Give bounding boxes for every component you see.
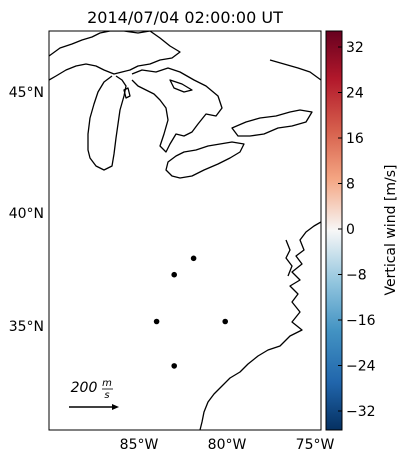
wind-scale-arrow: 200 m s bbox=[69, 378, 119, 410]
lake-ontario-outline bbox=[231, 109, 313, 137]
colorbar: 32 24 16 8 0 −8 −16 −24 −32 Vertical wind [m/s] bbox=[325, 30, 399, 431]
lat-label-40n: 40°N bbox=[9, 206, 44, 222]
atlantic-coastline bbox=[199, 221, 321, 430]
station-markers bbox=[153, 255, 228, 369]
colorbar-gradient bbox=[325, 30, 343, 431]
station-marker-5 bbox=[171, 363, 177, 369]
lat-label-45n: 45°N bbox=[9, 85, 44, 101]
scale-arrow-head bbox=[112, 404, 119, 410]
chesapeake-outline bbox=[285, 239, 293, 277]
scale-arrow-value: 200 bbox=[71, 380, 98, 396]
scale-arrow-unit-den: s bbox=[104, 390, 109, 401]
lon-label-80w: 80°W bbox=[208, 437, 247, 453]
colorbar-tick-label: −8 bbox=[346, 268, 367, 284]
colorbar-tick-label: 0 bbox=[346, 222, 355, 238]
lon-label-85w: 85°W bbox=[120, 437, 159, 453]
colorbar-tick-label: −24 bbox=[346, 359, 376, 375]
colorbar-tick-label: 16 bbox=[346, 131, 364, 147]
station-marker-3 bbox=[153, 318, 160, 325]
lon-label-75w: 75°W bbox=[296, 437, 335, 453]
map-title: 2014/07/04 02:00:00 UT bbox=[87, 8, 283, 27]
colorbar-tick-label: 32 bbox=[346, 40, 364, 56]
lake-superior-outline bbox=[49, 31, 181, 81]
map-frame bbox=[48, 30, 322, 431]
st-lawrence-outline bbox=[269, 59, 321, 81]
station-marker-1 bbox=[171, 271, 177, 278]
colorbar-tick-label: −16 bbox=[346, 313, 376, 329]
scale-arrow-unit-num: m bbox=[102, 378, 112, 389]
lake-michigan-outline bbox=[87, 75, 127, 171]
colorbar-tick-label: 8 bbox=[346, 177, 355, 193]
lake-erie-outline bbox=[165, 141, 245, 179]
coastlines bbox=[49, 31, 321, 430]
manitoulin-island bbox=[169, 79, 193, 93]
lat-label-35n: 35°N bbox=[9, 319, 44, 335]
lake-huron-outline bbox=[131, 67, 223, 153]
station-marker-4 bbox=[222, 318, 228, 325]
colorbar-label: Vertical wind [m/s] bbox=[383, 165, 399, 296]
station-marker-2 bbox=[190, 255, 197, 262]
lake-small bbox=[123, 87, 131, 99]
colorbar-tick-label: −32 bbox=[346, 404, 376, 420]
colorbar-tick-label: 24 bbox=[346, 86, 364, 102]
colorbar-ticks: 32 24 16 8 0 −8 −16 −24 −32 bbox=[338, 40, 376, 420]
